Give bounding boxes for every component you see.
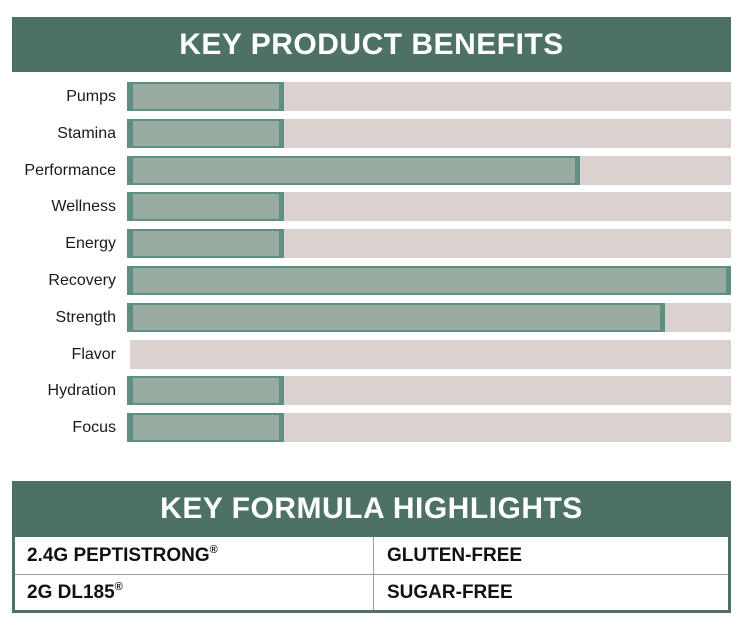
bar-label: Hydration: [47, 382, 116, 399]
formula-cell: GLUTEN-FREE: [373, 537, 728, 574]
registered-mark: ®: [114, 581, 123, 593]
formula-cell-text: SUGAR-FREE: [387, 582, 513, 603]
bar-row: Wellness: [0, 192, 744, 221]
bar-track: [127, 303, 731, 332]
bar-track: [127, 156, 731, 185]
bar-row: Energy: [0, 229, 744, 258]
formula-cell-text: GLUTEN-FREE: [387, 545, 523, 566]
registered-mark: ®: [209, 544, 218, 556]
bar-label: Performance: [24, 162, 116, 179]
bar-label: Strength: [55, 309, 116, 326]
formula-cell: SUGAR-FREE: [373, 574, 728, 610]
formula-grid: 2.4G PEPTISTRONG® GLUTEN-FREE 2G DL185® …: [15, 537, 728, 610]
bar-track: [127, 82, 731, 111]
formula-cell: 2G DL185®: [15, 574, 373, 610]
bar-track: [127, 119, 731, 148]
bar-row: Performance: [0, 156, 744, 185]
bar-label: Focus: [72, 419, 116, 436]
bar-fill: [127, 376, 284, 405]
formula-highlights-table: KEY FORMULA HIGHLIGHTS 2.4G PEPTISTRONG®…: [12, 481, 731, 613]
bar-row: Strength: [0, 303, 744, 332]
bar-row: Focus: [0, 413, 744, 442]
bar-track: [127, 229, 731, 258]
bar-label: Pumps: [66, 88, 116, 105]
bar-fill: [127, 119, 284, 148]
bar-row: Stamina: [0, 119, 744, 148]
bar-fill: [127, 229, 284, 258]
bar-track: [127, 266, 731, 295]
formula-cell-text: 2.4G PEPTISTRONG: [27, 545, 210, 566]
bar-row: Flavor: [0, 340, 744, 369]
formula-cell-text: 2G DL185: [27, 582, 115, 603]
benefits-title: KEY PRODUCT BENEFITS: [12, 17, 731, 72]
bar-fill: [127, 156, 580, 185]
bar-fill: [127, 82, 284, 111]
bar-track: [127, 376, 731, 405]
bar-track: [127, 192, 731, 221]
bar-fill: [127, 413, 284, 442]
bar-row: Hydration: [0, 376, 744, 405]
bar-fill: [127, 192, 284, 221]
bar-row: Recovery: [0, 266, 744, 295]
formula-title: KEY FORMULA HIGHLIGHTS: [12, 481, 731, 537]
formula-cell: 2.4G PEPTISTRONG®: [15, 537, 373, 574]
bar-label: Stamina: [57, 125, 116, 142]
bar-label: Flavor: [71, 346, 116, 363]
bar-track: [130, 340, 731, 369]
bar-label: Energy: [65, 235, 116, 252]
bar-label: Recovery: [48, 272, 116, 289]
bar-fill: [127, 303, 665, 332]
bar-label: Wellness: [51, 198, 116, 215]
bar-track: [127, 413, 731, 442]
bar-fill: [127, 266, 731, 295]
bar-row: Pumps: [0, 82, 744, 111]
